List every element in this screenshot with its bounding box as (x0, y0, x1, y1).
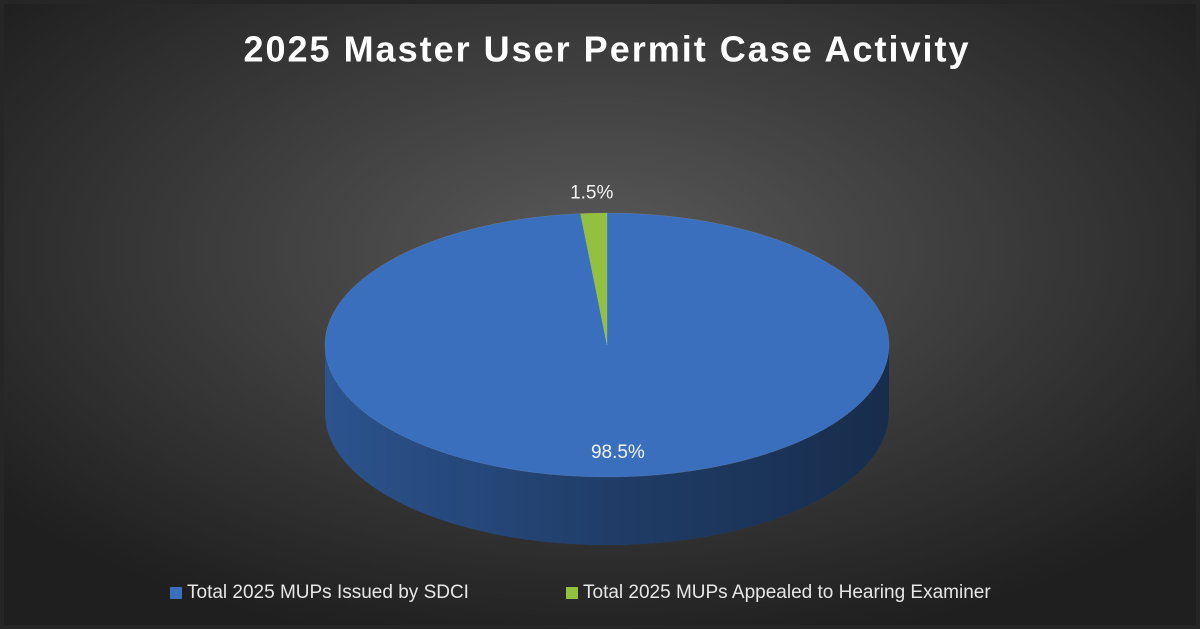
data-label: 98.5% (591, 442, 645, 463)
legend-marker (566, 587, 578, 599)
data-label: 1.5% (570, 182, 613, 203)
legend-label: Total 2025 MUPs Issued by SDCI (187, 582, 469, 603)
chart-title: 2025 Master User Permit Case Activity (243, 29, 970, 70)
legend-label: Total 2025 MUPs Appealed to Hearing Exam… (583, 582, 991, 603)
slice (580, 212, 608, 346)
slice (324, 212, 890, 478)
slice-side-shade (325, 345, 889, 545)
legend-marker (170, 587, 182, 599)
